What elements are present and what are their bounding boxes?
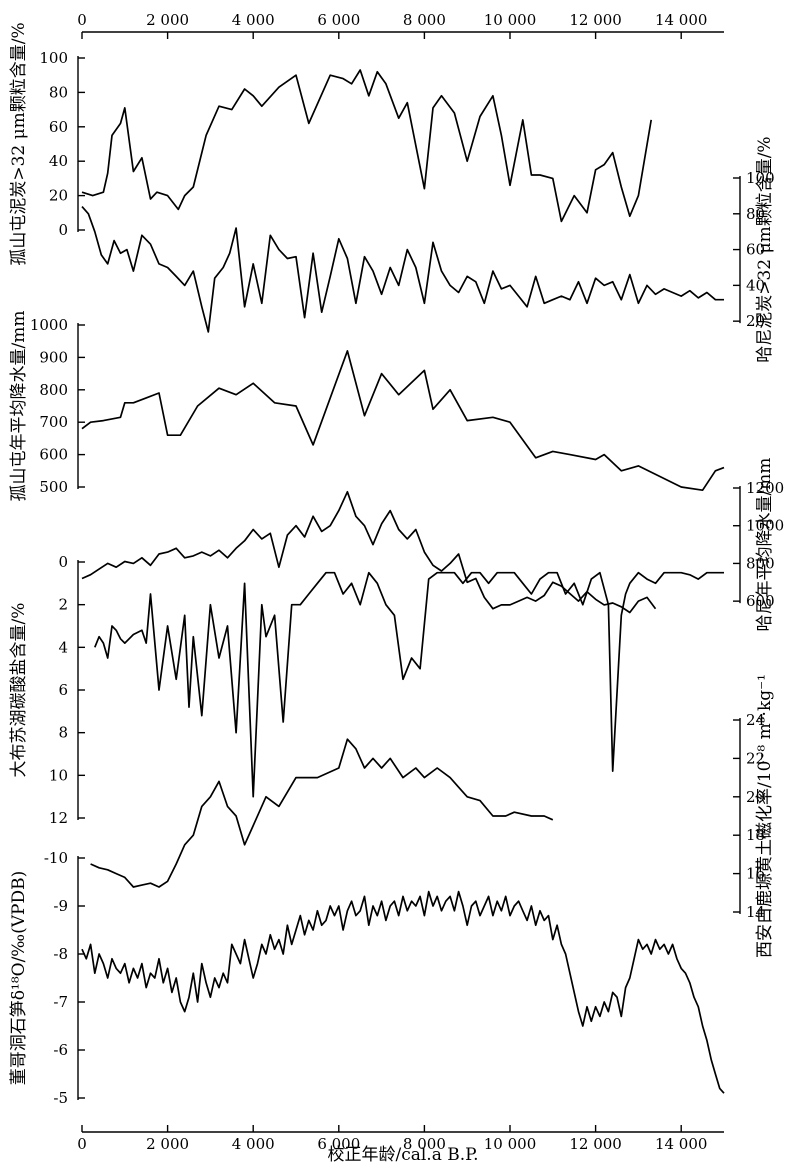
gushantun-grain-y-tick-label: 60 xyxy=(49,118,68,136)
bottom-x-tick-label: 6 000 xyxy=(317,1135,360,1153)
bottom-axis-label: 校正年龄/cal.a B.P. xyxy=(327,1145,478,1165)
gushantun-precip-y-tick-label: 1000 xyxy=(30,316,68,334)
hani-precip-y-tick-label: 1000 xyxy=(746,517,784,535)
donge-d18o-y-tick-label: -8 xyxy=(53,945,68,963)
donge-d18o-y-tick-label: -10 xyxy=(44,849,68,867)
gushantun-precip-series-line xyxy=(81,350,725,492)
hani-grain-y-tick-label: 20 xyxy=(746,312,765,330)
series-layer xyxy=(81,69,725,1094)
axes-layer xyxy=(77,31,741,1133)
gushantun-grain-y-tick-label: 40 xyxy=(49,152,68,170)
dabusu-carbonate-y-tick-label: 0 xyxy=(58,553,68,571)
dabusu-carbonate-y-label: 大布苏湖碳酸盐含量/% xyxy=(9,603,29,778)
top-x-tick-label: 0 xyxy=(77,11,87,29)
hani-grain-y-tick-label: 100 xyxy=(746,169,775,187)
xian-susceptibility-y-tick-label: 18 xyxy=(746,826,765,844)
bottom-x-tick-label: 2 000 xyxy=(146,1135,189,1153)
top-x-tick-label: 2 000 xyxy=(146,11,189,29)
top-x-tick-label: 12 000 xyxy=(569,11,622,29)
bottom-x-tick-label: 10 000 xyxy=(484,1135,537,1153)
dabusu-carbonate-y-tick-label: 8 xyxy=(58,724,68,742)
bottom-x-tick-label: 0 xyxy=(77,1135,87,1153)
hani-precip-y-tick-label: 600 xyxy=(746,592,775,610)
donge-d18o-series-line xyxy=(81,890,725,1094)
hani-grain-y-tick-label: 60 xyxy=(746,241,765,259)
dabusu-carbonate-y-tick-label: 2 xyxy=(58,596,68,614)
gushantun-precip-y-tick-label: 700 xyxy=(39,413,68,431)
dabusu-carbonate-y-tick-label: 12 xyxy=(49,809,68,827)
hani-precip-y-label: 哈尼年平均降水量/mm xyxy=(755,458,775,632)
xian-susceptibility-y-tick-label: 22 xyxy=(746,749,765,767)
bottom-x-tick-label: 4 000 xyxy=(232,1135,275,1153)
xian-susceptibility-y-tick-label: 14 xyxy=(746,903,765,921)
gushantun-precip-y-tick-label: 500 xyxy=(39,478,68,496)
hani-grain-y-tick-label: 40 xyxy=(746,276,765,294)
xian-susceptibility-y-tick-label: 24 xyxy=(746,711,765,729)
xian-susceptibility-series-line xyxy=(90,738,554,888)
gushantun-precip-y-tick-label: 800 xyxy=(39,381,68,399)
labels-layer: 0 0 2 000 2 000 4 000 4 000 6 000 6 000 8 000 8 0… xyxy=(9,11,784,1153)
gushantun-grain-y-tick-label: 20 xyxy=(49,187,68,205)
hani-grain-y-tick-label: 80 xyxy=(746,205,765,223)
top-x-tick-label: 4 000 xyxy=(232,11,275,29)
gushantun-grain-y-tick-label: 80 xyxy=(49,83,68,101)
gushantun-precip-y-label: 孤山屯年平均降水量/mm xyxy=(9,311,29,502)
hani-precip-y-tick-label: 1200 xyxy=(746,479,784,497)
gushantun-grain-y-label: 孤山屯泥炭>32 μm颗粒含量/% xyxy=(9,22,29,265)
gushantun-precip-y-tick-label: 900 xyxy=(39,348,68,366)
xian-susceptibility-y-tick-label: 16 xyxy=(746,865,765,883)
bottom-x-tick-label: 12 000 xyxy=(569,1135,622,1153)
top-x-tick-label: 6 000 xyxy=(317,11,360,29)
dabusu-carbonate-y-tick-label: 6 xyxy=(58,681,68,699)
donge-d18o-y-tick-label: -5 xyxy=(53,1089,68,1107)
hani-precip-y-tick-label: 800 xyxy=(746,554,775,572)
gushantun-grain-series-line xyxy=(81,69,653,223)
hani-precip-series-line xyxy=(81,490,657,614)
donge-d18o-y-label: 董哥洞石笋δ¹⁸O/‰(VPDB) xyxy=(9,871,29,1085)
top-x-tick-label: 8 000 xyxy=(403,11,446,29)
xian-susceptibility-y-tick-label: 20 xyxy=(746,788,765,806)
top-x-tick-label: 14 000 xyxy=(655,11,708,29)
top-x-tick-label: 10 000 xyxy=(484,11,537,29)
bottom-x-tick-label: 8 000 xyxy=(403,1135,446,1153)
gushantun-grain-y-tick-label: 0 xyxy=(58,221,68,239)
donge-d18o-y-tick-label: -6 xyxy=(53,1041,68,1059)
donge-d18o-y-tick-label: -7 xyxy=(53,993,68,1011)
hani-grain-series-line xyxy=(81,206,724,333)
dabusu-carbonate-y-tick-label: 10 xyxy=(49,766,68,784)
bottom-x-tick-label: 14 000 xyxy=(655,1135,708,1153)
xian-susceptibility-y-label: 西安白鹿塬黄土磁化率/10⁻⁸ m³·kg⁻¹ xyxy=(755,674,775,958)
donge-d18o-y-tick-label: -9 xyxy=(53,897,68,915)
hani-grain-y-label: 哈尼泥炭>32 μm颗粒含量/% xyxy=(755,136,775,362)
dabusu-carbonate-series-line xyxy=(94,571,724,798)
dabusu-carbonate-y-tick-label: 4 xyxy=(58,638,68,656)
gushantun-precip-y-tick-label: 600 xyxy=(39,446,68,464)
gushantun-grain-y-tick-label: 100 xyxy=(39,49,68,67)
